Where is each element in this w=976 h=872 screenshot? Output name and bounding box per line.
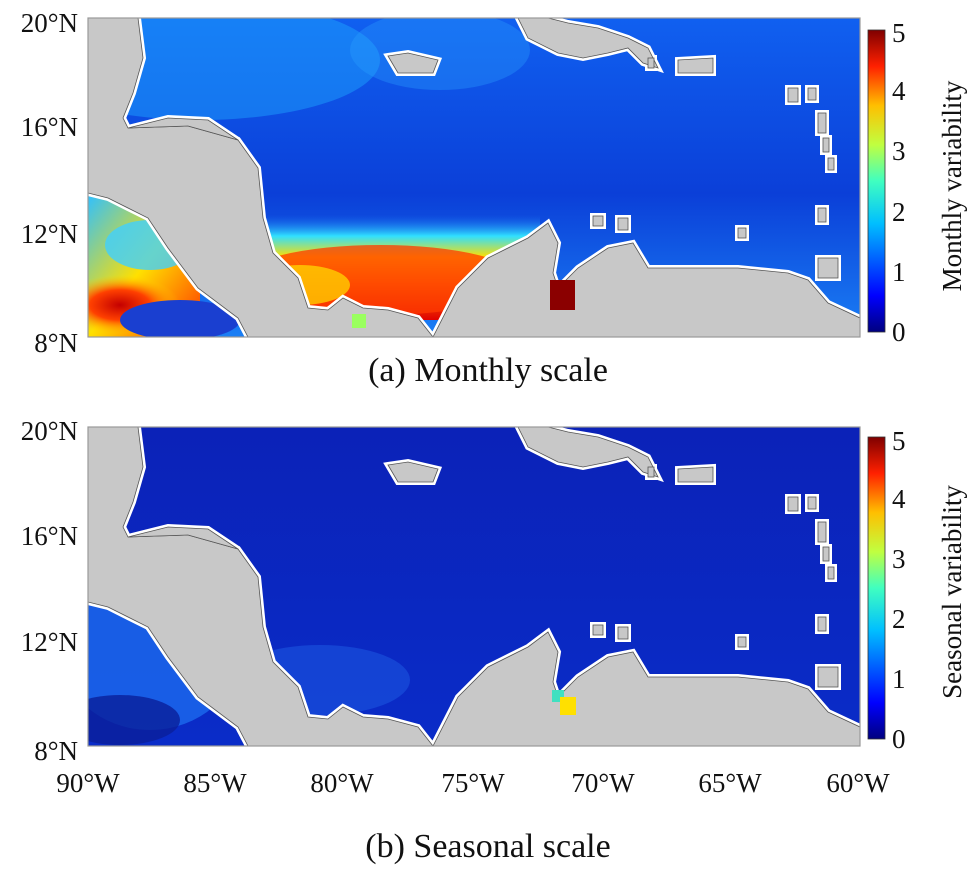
lat-tick: 16°N — [21, 112, 78, 142]
panel-a-map — [87, 17, 861, 338]
lat-tick: 12°N — [21, 627, 78, 657]
colorbar-tick: 4 — [892, 76, 906, 106]
panel-b-lat-ticks: 20°N 16°N 12°N 8°N — [21, 416, 78, 766]
lat-tick: 12°N — [21, 219, 78, 249]
colorbar-tick: 1 — [892, 664, 906, 694]
lat-tick: 8°N — [34, 328, 78, 358]
lat-tick: 20°N — [21, 416, 78, 446]
panel-b-colorbar: 0 1 2 3 4 5 Seasonal variability — [867, 426, 967, 754]
colorbar-tick: 0 — [892, 724, 906, 754]
colorbar-label: Seasonal variability — [937, 485, 967, 699]
lat-tick: 20°N — [21, 8, 78, 38]
colorbar-tick: 1 — [892, 257, 906, 287]
colorbar-label: Monthly variability — [937, 80, 967, 291]
caption-b: (b) Seasonal scale — [365, 828, 611, 865]
panel-a-lat-ticks: 20°N 16°N 12°N 8°N — [21, 8, 78, 358]
colorbar-tick: 3 — [892, 136, 906, 166]
lon-tick: 75°W — [441, 768, 505, 798]
colorbar-tick: 3 — [892, 544, 906, 574]
colorbar-tick: 5 — [892, 426, 906, 456]
colorbar-tick: 2 — [892, 604, 906, 634]
lat-tick: 16°N — [21, 521, 78, 551]
colorbar-tick: 2 — [892, 197, 906, 227]
lon-tick: 80°W — [310, 768, 374, 798]
lon-tick: 90°W — [56, 768, 120, 798]
panel-b-map — [87, 426, 861, 747]
colorbar-tick: 4 — [892, 484, 906, 514]
colorbar-tick: 0 — [892, 317, 906, 347]
lon-tick: 70°W — [571, 768, 635, 798]
panel-a-colorbar: 0 1 2 3 4 5 Monthly variability — [867, 18, 967, 347]
panel-b-lon-ticks: 90°W 85°W 80°W 75°W 70°W 65°W 60°W — [56, 768, 890, 798]
colorbar-tick: 5 — [892, 18, 906, 48]
lon-tick: 65°W — [698, 768, 762, 798]
lon-tick: 60°W — [826, 768, 890, 798]
lon-tick: 85°W — [183, 768, 247, 798]
lat-tick: 8°N — [34, 736, 78, 766]
caption-a: (a) Monthly scale — [368, 352, 608, 389]
hotspot-lake — [550, 280, 575, 310]
